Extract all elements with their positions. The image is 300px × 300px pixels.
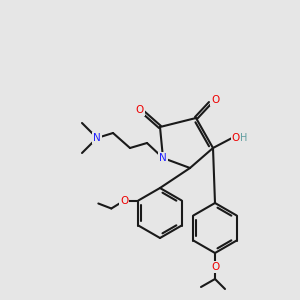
- Text: O: O: [211, 95, 219, 105]
- Text: H: H: [240, 133, 248, 143]
- Text: O: O: [136, 105, 144, 115]
- Text: N: N: [159, 153, 167, 163]
- Text: O: O: [211, 262, 219, 272]
- Text: O: O: [120, 196, 128, 206]
- Text: O: O: [232, 133, 240, 143]
- Text: N: N: [93, 133, 101, 143]
